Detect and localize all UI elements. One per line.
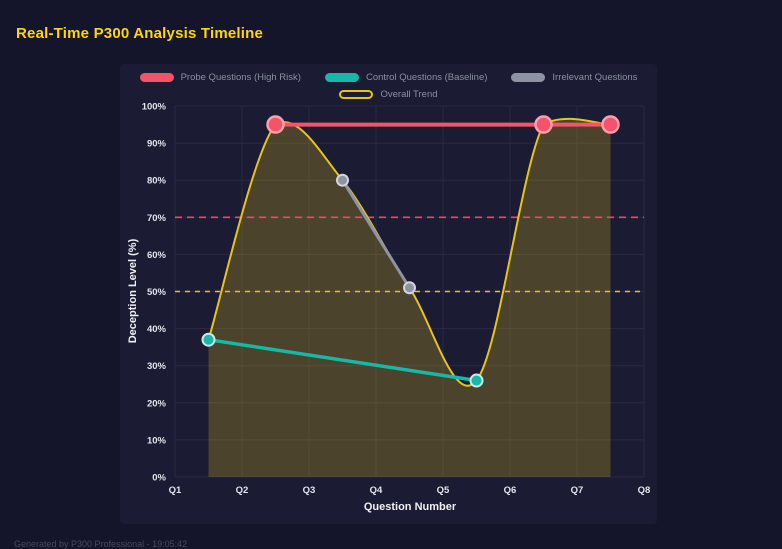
data-point-irrelevant-questions	[336, 173, 349, 187]
legend-swatch	[511, 73, 546, 82]
y-tick-label: 60%	[147, 250, 167, 261]
legend-swatch	[139, 73, 174, 82]
legend-label: Control Questions (Baseline)	[365, 72, 488, 83]
y-axis-title: Deception Level (%)	[127, 238, 139, 344]
y-tick-label: 100%	[142, 102, 167, 113]
legend-row-1: Probe Questions (High Risk) Control Quest…	[139, 72, 637, 83]
legend-label: Irrelevant Questions	[552, 72, 638, 83]
data-point-irrelevant-questions	[403, 281, 416, 295]
chart-panel	[120, 64, 657, 524]
legend-item-control-questions-baseline-[interactable]: Control Questions (Baseline)	[324, 72, 488, 83]
y-tick-label: 80%	[147, 176, 167, 187]
data-point-control-questions-baseline-	[469, 373, 484, 388]
y-tick-label: 30%	[147, 361, 167, 372]
legend-item-irrelevant-questions[interactable]: Irrelevant Questions	[511, 72, 637, 83]
x-tick-label: Q7	[571, 485, 584, 496]
legend-item-probe-questions-high-risk-[interactable]: Probe Questions (High Risk)	[139, 72, 301, 83]
x-tick-label: Q6	[504, 485, 517, 496]
y-tick-label: 50%	[147, 287, 167, 298]
x-axis-title: Question Number	[363, 501, 457, 513]
legend-swatch	[324, 73, 359, 82]
y-tick-label: 40%	[147, 324, 167, 335]
legend-row-2: Overall Trend	[339, 89, 438, 100]
x-tick-label: Q8	[638, 485, 651, 496]
series-line-irrelevant-questions	[341, 178, 411, 290]
x-tick-label: Q1	[169, 485, 182, 496]
legend-label: Probe Questions (High Risk)	[180, 72, 301, 83]
legend-swatch	[339, 90, 374, 99]
page-title: Real-Time P300 Analysis Timeline	[16, 25, 264, 42]
y-tick-label: 10%	[147, 435, 167, 446]
x-tick-label: Q2	[236, 485, 249, 496]
data-point-probe-questions-high-risk-	[534, 115, 553, 134]
y-tick-label: 0%	[152, 473, 166, 484]
chart-legend: Probe Questions (High Risk) Control Quest…	[130, 72, 647, 100]
trend-area-fill	[208, 118, 611, 478]
data-point-probe-questions-high-risk-	[266, 115, 285, 134]
y-tick-label: 70%	[147, 213, 167, 224]
data-point-control-questions-baseline-	[201, 332, 216, 347]
footer-note: Generated by P300 Professional - 19:05:4…	[14, 539, 188, 549]
y-tick-label: 20%	[147, 398, 167, 409]
x-tick-label: Q4	[370, 485, 383, 496]
legend-item-overall-trend[interactable]: Overall Trend	[339, 89, 438, 100]
x-tick-label: Q5	[437, 485, 450, 496]
y-tick-label: 90%	[147, 139, 167, 150]
legend-label: Overall Trend	[380, 89, 438, 100]
x-tick-label: Q3	[303, 485, 316, 496]
data-point-probe-questions-high-risk-	[601, 115, 620, 134]
series-line-control-questions-baseline-	[206, 337, 479, 383]
